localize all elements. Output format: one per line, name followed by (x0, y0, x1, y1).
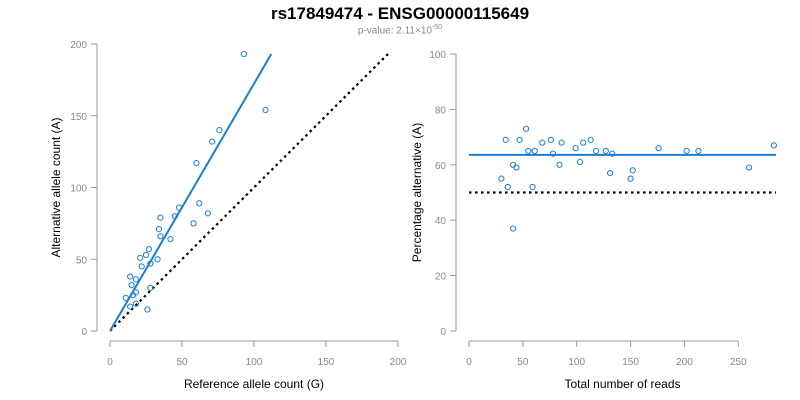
right-data-point (531, 147, 538, 155)
right-data-point (593, 147, 600, 155)
chart-title: rs17849474 - ENSG00000115649 (270, 4, 530, 23)
right-data-point (587, 136, 594, 143)
left-data-point (209, 138, 216, 145)
left-data-point (204, 210, 212, 217)
right-x-axis-title: Total number of reads (564, 377, 680, 391)
right-x-tick-label: 200 (676, 357, 693, 368)
left-fit-line (109, 53, 273, 332)
right-data-point (510, 225, 517, 232)
right-data-point (627, 175, 634, 182)
left-data-point (138, 263, 145, 270)
left-x-tick-label: 100 (246, 357, 263, 368)
right-data-point (504, 183, 511, 191)
left-y-tick-label: 150 (70, 112, 87, 123)
right-y-tick-label: 100 (429, 50, 446, 61)
right-data-point (539, 139, 546, 146)
left-data-point (216, 127, 223, 134)
right-data-point (576, 158, 584, 166)
left-data-point (128, 281, 135, 289)
left-data-point (154, 256, 161, 263)
right-data-point (510, 161, 517, 168)
right-data-point (745, 164, 753, 171)
left-data-point (127, 273, 134, 280)
left-data-point (193, 160, 200, 167)
left-data-point (176, 204, 183, 211)
right-data-point (609, 150, 616, 157)
right-data-point (629, 167, 636, 174)
left-data-point (137, 254, 144, 261)
right-data-point (556, 161, 563, 168)
left-y-axis-title: Alternative allele count (A) (49, 117, 63, 257)
right-x-tick-label: 150 (622, 357, 639, 368)
right-data-point (525, 147, 532, 155)
left-x-tick-label: 150 (318, 357, 335, 368)
left-data-point (167, 236, 174, 243)
right-data-point (607, 170, 614, 177)
left-x-tick-label: 50 (176, 357, 188, 368)
left-y-tick-label: 200 (70, 40, 87, 51)
left-data-point (122, 294, 129, 302)
right-data-point (502, 136, 509, 143)
left-data-point (157, 233, 164, 240)
left-data-point (147, 284, 154, 292)
right-y-tick-label: 40 (435, 216, 447, 227)
right-y-tick-label: 60 (435, 161, 447, 172)
left-data-point (147, 260, 154, 267)
right-data-point (516, 136, 523, 143)
left-data-point (129, 292, 137, 299)
right-data-point (770, 142, 777, 149)
left-reference-line (109, 53, 389, 332)
p-value-exponent: -50 (431, 24, 443, 31)
right-data-point (655, 145, 662, 152)
right-data-point (558, 139, 565, 146)
left-data-point (240, 50, 248, 58)
left-data-point (127, 303, 134, 310)
right-data-point (580, 139, 587, 146)
left-data-point (142, 251, 150, 259)
left-x-tick-label: 200 (390, 357, 407, 368)
right-data-point (695, 147, 702, 155)
left-y-tick-label: 0 (81, 327, 87, 338)
right-data-point (549, 150, 557, 157)
right-data-point (522, 125, 530, 132)
right-data-point (683, 147, 690, 155)
right-x-tick-label: 100 (568, 357, 585, 368)
right-data-point (513, 164, 520, 171)
left-data-point (190, 220, 197, 227)
left-data-point (196, 200, 203, 207)
right-x-tick-label: 250 (730, 357, 747, 368)
left-data-point (144, 306, 151, 313)
right-x-tick-label: 0 (466, 357, 472, 368)
left-y-tick-label: 100 (70, 184, 87, 195)
right-x-tick-label: 50 (517, 357, 529, 368)
left-data-point (132, 276, 140, 283)
left-data-point (145, 246, 152, 253)
left-data-point (132, 300, 140, 307)
chart-subtitle: p-value: 2.11×10-50 (0, 24, 800, 36)
right-y-tick-label: 20 (435, 272, 447, 283)
left-data-point (157, 214, 164, 221)
right-data-point (572, 145, 579, 152)
right-y-tick-label: 0 (440, 327, 446, 338)
left-data-point (262, 106, 269, 114)
left-data-point (155, 226, 163, 233)
right-data-point (602, 147, 609, 155)
right-y-axis-title: Percentage alternative (A) (410, 123, 424, 262)
right-data-point (547, 136, 554, 143)
p-value-text: p-value: 2.11×10 (357, 25, 432, 37)
right-data-point (529, 183, 536, 191)
left-y-tick-label: 50 (76, 255, 88, 266)
right-y-tick-label: 80 (435, 105, 447, 116)
left-x-axis-title: Reference allele count (G) (184, 377, 324, 391)
left-data-point (171, 213, 178, 220)
right-data-point (498, 175, 505, 182)
left-x-tick-label: 0 (107, 357, 113, 368)
